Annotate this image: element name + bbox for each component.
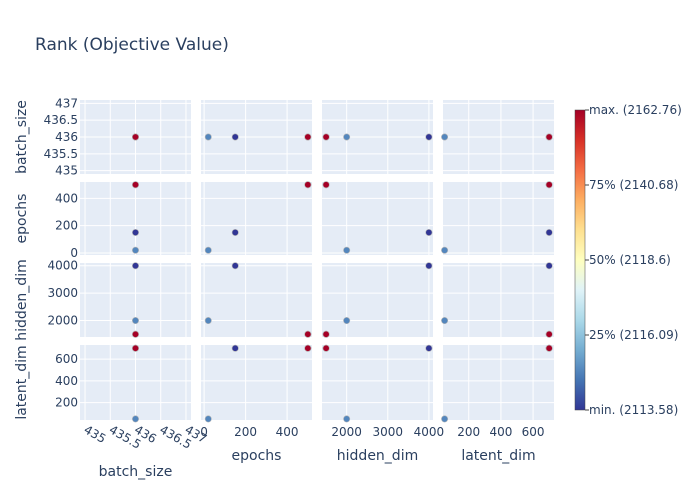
y-tick-hidden_dim-1: 3000 [47, 286, 78, 300]
data-point-latent_dim-vs-epochs-0 [231, 344, 239, 352]
panel-latent_dim-vs-hidden_dim [322, 345, 433, 420]
y-tick-batch_size-4: 437 [55, 96, 78, 110]
data-point-latent_dim-vs-epochs-3 [304, 344, 312, 352]
data-point-hidden_dim-vs-latent_dim-0 [545, 262, 553, 270]
data-point-hidden_dim-vs-batch_size-0 [132, 262, 140, 270]
colorbar-label-3: 25% (2116.09) [589, 328, 678, 342]
y-axis-title-batch_size: batch_size [14, 100, 30, 174]
data-point-batch_size-vs-batch_size-3 [132, 133, 140, 141]
data-point-latent_dim-vs-hidden_dim-3 [322, 344, 330, 352]
y-tick-epochs-2: 400 [55, 191, 78, 205]
data-point-batch_size-vs-epochs-1 [204, 133, 212, 141]
data-point-batch_size-vs-epochs-3 [304, 133, 312, 141]
x-tick-latent_dim-1: 400 [489, 425, 512, 439]
y-tick-batch_size-0: 435 [55, 164, 78, 178]
y-tick-batch_size-3: 436.5 [44, 113, 78, 127]
data-point-epochs-vs-batch_size-0 [132, 228, 140, 236]
panel-hidden_dim-vs-hidden_dim [322, 263, 433, 337]
y-tick-batch_size-1: 435.5 [44, 147, 78, 161]
data-point-epochs-vs-epochs-1 [204, 246, 212, 254]
y-tick-hidden_dim-2: 4000 [47, 259, 78, 273]
y-tick-latent_dim-2: 600 [55, 352, 78, 366]
data-point-epochs-vs-batch_size-1 [132, 246, 140, 254]
data-point-epochs-vs-batch_size-3 [132, 181, 140, 189]
data-point-hidden_dim-vs-epochs-1 [204, 317, 212, 325]
data-point-hidden_dim-vs-latent_dim-3 [545, 330, 553, 338]
panel-epochs-vs-epochs [201, 182, 312, 255]
data-point-latent_dim-vs-latent_dim-1 [441, 415, 449, 423]
data-point-epochs-vs-latent_dim-3 [545, 181, 553, 189]
data-point-batch_size-vs-latent_dim-3 [545, 133, 553, 141]
data-point-batch_size-vs-hidden_dim-0 [425, 133, 433, 141]
data-point-latent_dim-vs-batch_size-3 [132, 344, 140, 352]
data-point-latent_dim-vs-hidden_dim-1 [343, 415, 351, 423]
data-point-batch_size-vs-hidden_dim-3 [322, 133, 330, 141]
panel-hidden_dim-vs-epochs [201, 263, 312, 337]
y-axis-title-epochs: epochs [14, 194, 30, 244]
panel-hidden_dim-vs-latent_dim [443, 263, 554, 337]
colorbar [574, 109, 586, 411]
data-point-hidden_dim-vs-latent_dim-1 [441, 317, 449, 325]
data-point-epochs-vs-latent_dim-0 [545, 228, 553, 236]
x-tick-hidden_dim-2: 4000 [414, 425, 445, 439]
x-axis-title-batch_size: batch_size [99, 464, 173, 480]
y-axis-title-hidden_dim: hidden_dim [14, 259, 30, 340]
panel-epochs-vs-hidden_dim [322, 182, 433, 255]
data-point-batch_size-vs-latent_dim-1 [441, 133, 449, 141]
colorbar-label-2: 50% (2118.6) [589, 253, 671, 267]
y-tick-latent_dim-0: 200 [55, 396, 78, 410]
x-axis-title-hidden_dim: hidden_dim [337, 448, 418, 464]
data-point-latent_dim-vs-hidden_dim-0 [425, 344, 433, 352]
data-point-hidden_dim-vs-hidden_dim-1 [343, 317, 351, 325]
data-point-hidden_dim-vs-epochs-0 [231, 262, 239, 270]
y-tick-batch_size-2: 436 [55, 130, 78, 144]
x-tick-latent_dim-0: 200 [457, 425, 480, 439]
data-point-epochs-vs-epochs-3 [304, 181, 312, 189]
data-point-hidden_dim-vs-hidden_dim-0 [425, 262, 433, 270]
x-tick-epochs-1: 200 [234, 425, 257, 439]
y-tick-epochs-1: 200 [55, 219, 78, 233]
x-tick-hidden_dim-1: 3000 [373, 425, 404, 439]
x-tick-epochs-2: 400 [276, 425, 299, 439]
chart-title: Rank (Objective Value) [35, 35, 229, 55]
data-point-epochs-vs-latent_dim-1 [441, 246, 449, 254]
data-point-latent_dim-vs-latent_dim-3 [545, 344, 553, 352]
data-point-latent_dim-vs-epochs-1 [204, 415, 212, 423]
y-axis-title-latent_dim: latent_dim [14, 345, 30, 419]
x-tick-hidden_dim-0: 2000 [331, 425, 362, 439]
x-axis-title-epochs: epochs [232, 448, 282, 464]
y-tick-hidden_dim-0: 2000 [47, 314, 78, 328]
y-tick-latent_dim-1: 400 [55, 374, 78, 388]
data-point-epochs-vs-epochs-0 [231, 228, 239, 236]
x-tick-batch_size-0: 435 [82, 422, 109, 446]
data-point-hidden_dim-vs-batch_size-3 [132, 330, 140, 338]
data-point-epochs-vs-hidden_dim-0 [425, 228, 433, 236]
x-axis-title-latent_dim: latent_dim [461, 448, 535, 464]
panel-epochs-vs-latent_dim [443, 182, 554, 255]
colorbar-label-0: max. (2162.76) [589, 103, 682, 117]
data-point-batch_size-vs-epochs-0 [231, 133, 239, 141]
data-point-epochs-vs-hidden_dim-1 [343, 246, 351, 254]
panel-latent_dim-vs-epochs [201, 345, 312, 420]
data-point-latent_dim-vs-batch_size-1 [132, 415, 140, 423]
colorbar-label-4: min. (2113.58) [589, 403, 678, 417]
data-point-batch_size-vs-hidden_dim-1 [343, 133, 351, 141]
x-tick-epochs-0: 0 [200, 425, 208, 439]
y-tick-epochs-0: 0 [70, 246, 78, 260]
data-point-epochs-vs-hidden_dim-3 [322, 181, 330, 189]
data-point-hidden_dim-vs-hidden_dim-3 [322, 330, 330, 338]
x-tick-latent_dim-2: 600 [522, 425, 545, 439]
panel-latent_dim-vs-latent_dim [443, 345, 554, 420]
data-point-hidden_dim-vs-batch_size-1 [132, 317, 140, 325]
colorbar-label-1: 75% (2140.68) [589, 178, 678, 192]
data-point-hidden_dim-vs-epochs-3 [304, 330, 312, 338]
